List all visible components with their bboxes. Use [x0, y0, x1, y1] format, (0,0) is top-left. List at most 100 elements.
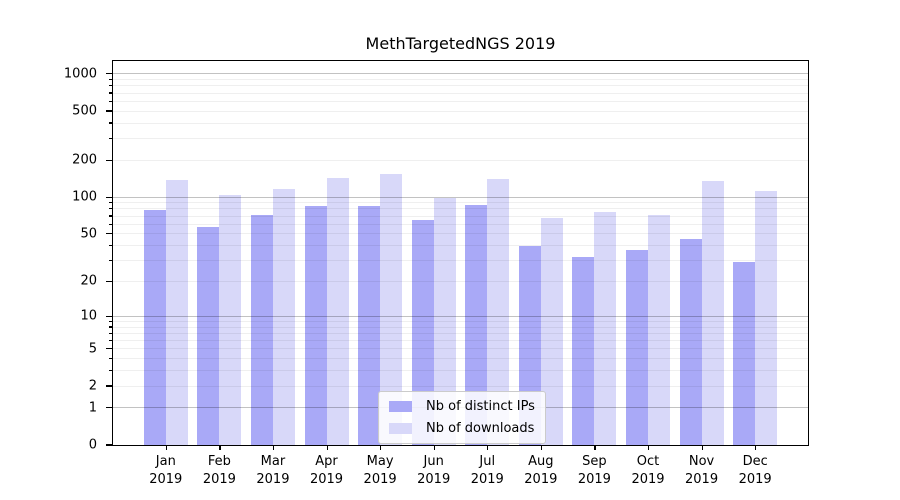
- bar-distinct-ips-nov: [679, 239, 702, 445]
- month-group-dec: [728, 61, 782, 445]
- bar-distinct-ips-may: [358, 206, 381, 445]
- legend-swatch: [389, 423, 412, 434]
- y-tick-mark: [109, 202, 112, 204]
- bar-distinct-ips-apr: [304, 205, 327, 445]
- x-tick-year-label: 2019: [149, 472, 183, 487]
- y-tick-mark: [109, 78, 112, 81]
- x-tick-mark: [326, 446, 328, 450]
- x-tick-mark: [165, 446, 167, 450]
- bars-container: [139, 61, 782, 445]
- x-tick-apr: Apr 2019: [300, 446, 354, 489]
- bar-distinct-ips-jun: [411, 219, 434, 445]
- x-tick-mark: [755, 446, 757, 450]
- bar-downloads-jan: [165, 179, 188, 445]
- y-tick-label: 2: [88, 378, 97, 394]
- y-tick-label: 200: [72, 152, 97, 168]
- y-tick-mark: [106, 385, 112, 387]
- x-tick-mark: [272, 446, 275, 450]
- y-tick-label: 100: [72, 189, 97, 205]
- legend-row: Nb of distinct IPs: [389, 399, 535, 414]
- y-tick-mark: [106, 280, 112, 282]
- month-group-jun: [407, 61, 461, 445]
- x-tick-oct: Oct 2019: [621, 446, 675, 489]
- x-tick-year-label: 2019: [417, 472, 451, 487]
- y-axis: 0 1 2 5 10 20 50 100 200 500 1000: [0, 61, 112, 453]
- x-tick-month-label: Nov: [688, 454, 715, 469]
- x-tick-mark: [540, 446, 543, 450]
- x-tick-year-label: 2019: [631, 472, 665, 487]
- month-group-apr: [300, 61, 354, 445]
- bar-distinct-ips-jul: [465, 205, 488, 445]
- x-tick-year-label: 2019: [363, 472, 397, 487]
- y-tick-mark: [109, 208, 112, 210]
- x-tick-month-label: Jun: [423, 454, 444, 469]
- bar-distinct-ips-sep: [572, 257, 595, 445]
- y-tick-mark: [109, 85, 112, 87]
- y-tick-mark: [106, 196, 112, 198]
- y-tick-mark: [109, 332, 112, 334]
- y-tick-mark: [106, 73, 112, 75]
- x-tick-mark: [701, 446, 703, 450]
- month-group-jan: [139, 61, 193, 445]
- x-tick-jul: Jul 2019: [460, 446, 514, 489]
- y-tick-label: 5: [88, 341, 97, 357]
- bar-distinct-ips-dec: [733, 262, 756, 445]
- bar-downloads-jul: [487, 179, 510, 445]
- bar-distinct-ips-jan: [143, 210, 166, 445]
- x-tick-month-label: Sep: [582, 454, 607, 469]
- x-tick-sep: Sep 2019: [568, 446, 622, 489]
- y-tick-mark: [106, 407, 112, 409]
- legend-swatch: [389, 401, 412, 412]
- x-tick-month-label: Jul: [479, 454, 496, 469]
- x-axis: Jan 2019 Feb 2019 Mar 2019 Apr 2019 May 2019 Jun 20…: [139, 446, 782, 489]
- bar-downloads-aug: [540, 217, 563, 445]
- y-tick-mark: [106, 348, 112, 350]
- y-tick-mark: [109, 244, 112, 247]
- y-tick-mark: [106, 159, 112, 161]
- legend-label: Nb of distinct IPs: [426, 399, 535, 414]
- x-tick-may: May 2019: [353, 446, 407, 489]
- y-tick-mark: [106, 315, 112, 317]
- x-tick-mark: [219, 446, 221, 450]
- x-tick-year-label: 2019: [470, 472, 504, 487]
- x-tick-feb: Feb 2019: [193, 446, 247, 489]
- bar-downloads-may: [380, 174, 403, 445]
- legend-label: Nb of downloads: [426, 421, 535, 436]
- x-tick-jun: Jun 2019: [407, 446, 461, 489]
- chart-title: MethTargetedNGS 2019: [365, 34, 556, 53]
- bar-distinct-ips-feb: [197, 226, 220, 445]
- x-tick-year-label: 2019: [202, 472, 236, 487]
- x-tick-mark: [594, 446, 596, 450]
- y-tick-mark: [109, 122, 112, 124]
- x-tick-mark: [487, 446, 489, 450]
- x-tick-month-label: Feb: [207, 454, 231, 469]
- y-tick-mark: [109, 326, 112, 328]
- month-group-jul: [460, 61, 514, 445]
- month-group-oct: [621, 61, 675, 445]
- y-tick-mark: [109, 92, 112, 94]
- y-tick-mark: [109, 215, 112, 217]
- y-tick-label: 10: [80, 308, 97, 324]
- y-tick-mark: [109, 259, 112, 262]
- bar-downloads-feb: [219, 194, 242, 445]
- bar-downloads-apr: [326, 178, 349, 445]
- month-group-feb: [193, 61, 247, 445]
- x-tick-year-label: 2019: [524, 472, 558, 487]
- month-group-may: [353, 61, 407, 445]
- x-tick-mar: Mar 2019: [246, 446, 300, 489]
- month-group-sep: [568, 61, 622, 445]
- y-tick-label: 50: [80, 226, 97, 242]
- y-tick-mark: [106, 233, 112, 235]
- y-tick-label: 1: [88, 400, 97, 416]
- y-tick-mark: [109, 369, 112, 372]
- y-tick-mark: [106, 444, 112, 446]
- y-tick-label: 0: [88, 437, 97, 453]
- legend: Nb of distinct IPs Nb of downloads: [378, 391, 546, 444]
- y-tick-label: 1000: [63, 66, 97, 82]
- x-tick-month-label: Jan: [155, 454, 176, 469]
- x-tick-aug: Aug 2019: [514, 446, 568, 489]
- x-tick-year-label: 2019: [256, 472, 290, 487]
- bar-downloads-sep: [594, 212, 617, 445]
- month-group-mar: [246, 61, 300, 445]
